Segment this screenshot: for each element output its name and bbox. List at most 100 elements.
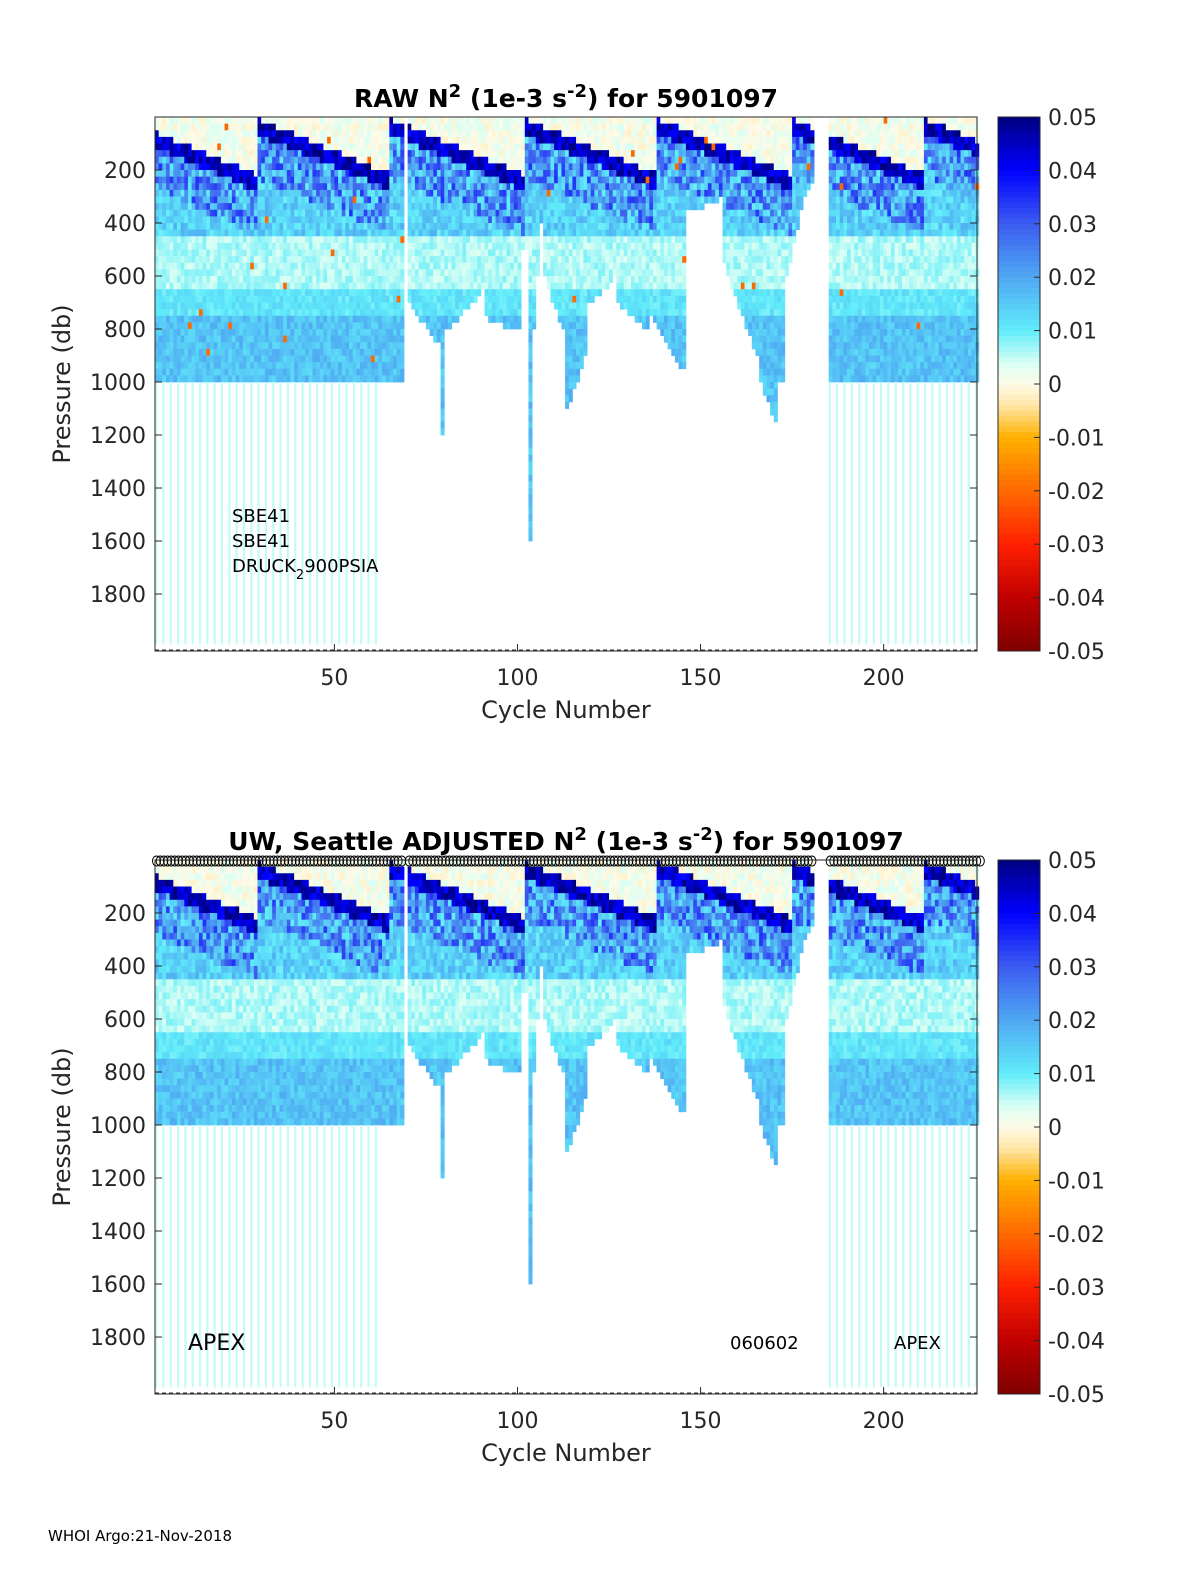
heatmap-cell — [583, 209, 588, 217]
heatmap-cell — [572, 236, 577, 244]
heatmap-cell — [231, 269, 236, 277]
heatmap-cell — [528, 236, 533, 244]
heatmap-cell — [638, 302, 643, 310]
heatmap-cell — [425, 295, 431, 303]
heatmap-cell — [165, 302, 171, 310]
heatmap-cell — [667, 123, 672, 131]
heatmap-cell — [363, 216, 368, 224]
heatmap-cell — [411, 262, 416, 270]
heatmap-cell — [458, 203, 463, 211]
heatmap-cell — [242, 203, 247, 211]
heatmap-cell — [458, 249, 463, 257]
heatmap-cell — [389, 249, 394, 257]
heatmap-cell — [305, 196, 310, 204]
heatmap-cell — [220, 216, 225, 224]
heatmap-cell — [484, 282, 489, 290]
heatmap-cell — [506, 276, 511, 284]
heatmap-cell — [583, 302, 588, 310]
heatmap-cell — [521, 150, 526, 158]
heatmap-cell — [239, 249, 244, 257]
heatmap-cell — [327, 362, 332, 370]
heatmap-cell — [513, 289, 518, 297]
heatmap-cell — [371, 216, 376, 224]
heatmap-cell — [268, 355, 273, 363]
heatmap-cell — [506, 269, 511, 277]
heatmap-cell — [323, 368, 328, 376]
heatmap-cell — [323, 362, 328, 370]
heatmap-cell — [451, 117, 456, 125]
heatmap-cell — [440, 348, 445, 356]
heatmap-cell — [279, 183, 284, 191]
heatmap-cell — [338, 368, 343, 376]
heatmap-cell — [623, 170, 628, 178]
heatmap-cell — [393, 269, 398, 277]
heatmap-cell — [312, 203, 317, 211]
heatmap-cell — [279, 295, 284, 303]
heatmap-cell — [502, 322, 507, 330]
heatmap-cell — [484, 189, 489, 197]
heatmap-cell — [528, 223, 533, 231]
heatmap-cell — [334, 269, 339, 277]
heatmap-cell — [169, 329, 174, 337]
heatmap-cell — [213, 196, 218, 204]
heatmap-cell — [447, 229, 452, 237]
heatmap-cell — [477, 156, 482, 164]
heatmap-cell — [572, 256, 577, 264]
heatmap-cell — [173, 295, 178, 303]
heatmap-cell — [576, 335, 581, 343]
heatmap-cell — [634, 163, 639, 171]
heatmap-cell — [235, 203, 240, 211]
heatmap-cell — [565, 289, 570, 297]
heatmap-cell — [253, 295, 258, 303]
heatmap-cell — [652, 249, 658, 257]
heatmap-cell — [583, 143, 588, 151]
heatmap-cell — [356, 276, 361, 284]
heatmap-cell — [275, 302, 280, 310]
heatmap-cell — [264, 342, 269, 350]
heatmap-cell — [235, 123, 240, 131]
heatmap-cell — [590, 236, 595, 244]
heatmap-cell — [301, 335, 306, 343]
heatmap-cell — [473, 170, 478, 178]
heatmap-cell — [561, 269, 566, 277]
heatmap-cell — [327, 295, 332, 303]
heatmap-cell — [158, 143, 163, 151]
heatmap-cell — [550, 156, 555, 164]
heatmap-cell — [491, 302, 496, 310]
heatmap-cell — [316, 143, 321, 151]
heatmap-cell — [283, 136, 288, 144]
heatmap-cell — [345, 269, 350, 277]
heatmap-cell — [319, 117, 324, 125]
heatmap-cell — [275, 348, 280, 356]
heatmap-cell — [499, 143, 504, 151]
heatmap-cell — [169, 335, 174, 343]
heatmap-cell — [521, 196, 526, 204]
heatmap-cell — [469, 216, 474, 224]
heatmap-cell — [352, 223, 357, 231]
heatmap-cell — [253, 156, 258, 164]
heatmap-cell — [557, 117, 562, 125]
heatmap-cell — [447, 117, 452, 125]
heatmap-cell — [414, 150, 420, 158]
heatmap-cell — [345, 130, 350, 138]
heatmap-cell — [180, 229, 185, 237]
heatmap-cell — [473, 229, 478, 237]
heatmap-cell — [528, 249, 533, 257]
heatmap-cell — [334, 150, 339, 158]
heatmap-cell — [242, 242, 247, 250]
heatmap-cell — [176, 335, 182, 343]
heatmap-cell — [246, 309, 251, 317]
heatmap-cell — [627, 123, 632, 131]
heatmap-cell — [393, 236, 398, 244]
heatmap-cell — [641, 189, 647, 197]
heatmap-cell — [638, 156, 643, 164]
heatmap-cell — [382, 309, 387, 317]
heatmap-cell — [162, 276, 167, 284]
heatmap-cell — [583, 249, 588, 257]
heatmap-cell — [649, 309, 654, 317]
heatmap-cell — [198, 229, 203, 237]
heatmap-cell — [663, 223, 668, 231]
heatmap-cell — [473, 223, 478, 231]
heatmap-cell — [371, 309, 376, 317]
heatmap-cell — [165, 282, 171, 290]
